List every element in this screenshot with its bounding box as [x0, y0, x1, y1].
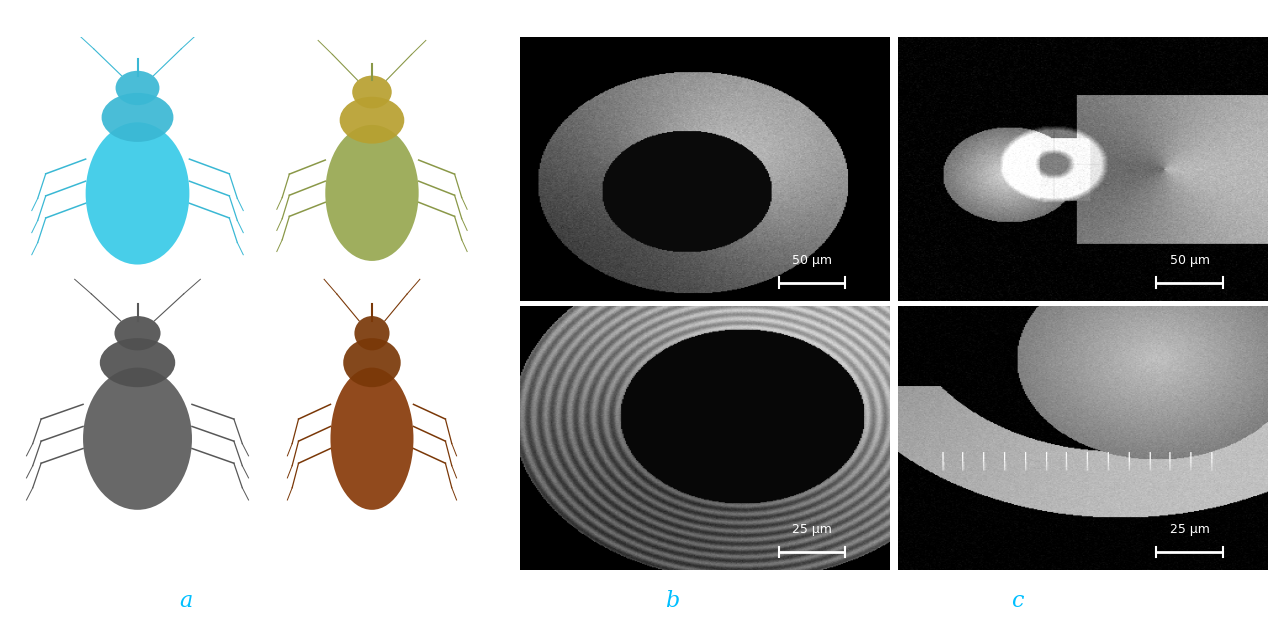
Text: c: c — [1011, 590, 1024, 613]
Ellipse shape — [86, 122, 189, 265]
Ellipse shape — [339, 97, 404, 144]
Ellipse shape — [101, 93, 173, 142]
Text: 25 μm: 25 μm — [792, 523, 832, 536]
Ellipse shape — [83, 368, 192, 510]
Ellipse shape — [343, 338, 401, 388]
Ellipse shape — [352, 76, 392, 108]
Text: 25 μm: 25 μm — [1170, 523, 1210, 536]
Ellipse shape — [115, 71, 160, 105]
Ellipse shape — [330, 368, 413, 510]
Ellipse shape — [325, 125, 419, 261]
Ellipse shape — [355, 316, 389, 350]
Text: 50 μm: 50 μm — [1170, 254, 1210, 267]
Ellipse shape — [114, 316, 160, 350]
Text: a: a — [179, 590, 192, 613]
Text: 50 μm: 50 μm — [792, 254, 832, 267]
Text: b: b — [664, 590, 680, 613]
Ellipse shape — [100, 338, 175, 388]
